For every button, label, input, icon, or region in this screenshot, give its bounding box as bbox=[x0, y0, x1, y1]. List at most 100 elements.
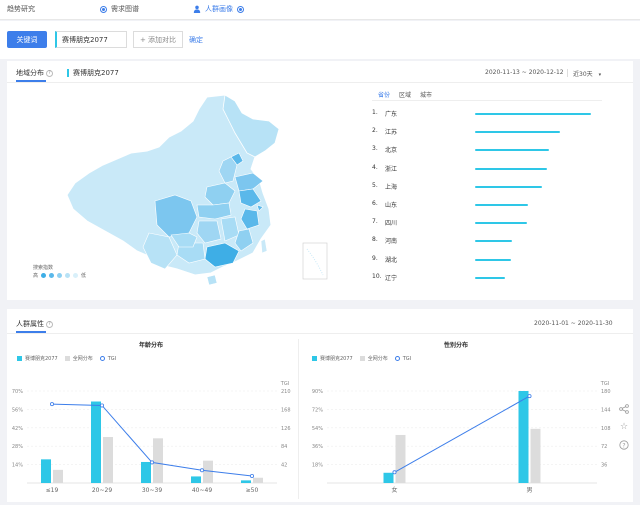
legend-label: 全网分布 bbox=[367, 356, 388, 362]
search-row: 关键词 赛博朋克2077 + 添加对比 确定 bbox=[0, 21, 640, 59]
bar-keyword bbox=[383, 472, 394, 483]
tab-demand-graph[interactable]: 需求图谱 bbox=[100, 4, 139, 14]
bar-all bbox=[103, 437, 113, 483]
rank-tab-region[interactable]: 区域 bbox=[399, 92, 412, 99]
y2-tick-label: 42 bbox=[281, 463, 287, 469]
y-tick-label: 42% bbox=[12, 426, 23, 432]
person-icon bbox=[193, 5, 201, 13]
keyword-button[interactable]: 关键词 bbox=[7, 31, 47, 48]
right-axis-label: TGI bbox=[280, 381, 289, 387]
help-circle-icon[interactable]: ? bbox=[618, 439, 630, 451]
map-jiangsu bbox=[238, 188, 262, 208]
bar-all bbox=[203, 460, 213, 483]
rank-row: 9. 湖北 bbox=[372, 254, 602, 264]
region-date-range[interactable]: 2020-11-13 ~ 2020-12-12 bbox=[485, 69, 564, 76]
map-yunnan bbox=[142, 232, 178, 270]
rank-tab-city[interactable]: 城市 bbox=[420, 92, 433, 99]
tab-underline bbox=[16, 331, 46, 333]
rank-row: 7. 四川 bbox=[372, 217, 602, 227]
rank-province-name: 河南 bbox=[385, 238, 398, 246]
rank-row: 5. 上海 bbox=[372, 181, 602, 191]
rank-province-name: 辽宁 bbox=[385, 274, 398, 282]
x-tick-label: ≥50 bbox=[246, 487, 259, 494]
bar-all bbox=[530, 428, 541, 483]
panel-divider bbox=[7, 82, 633, 83]
rank-row: 4. 浙江 bbox=[372, 163, 602, 173]
bar-keyword bbox=[141, 461, 151, 483]
rank-header-divider bbox=[372, 100, 602, 101]
x-tick-label: 20~29 bbox=[92, 487, 112, 494]
star-icon[interactable]: ☆ bbox=[619, 422, 629, 432]
bar-all bbox=[53, 469, 63, 483]
legend-swatch-keyword bbox=[17, 356, 22, 361]
map-zhejiang bbox=[240, 208, 260, 230]
rank-province-name: 广东 bbox=[385, 111, 398, 118]
bar-keyword bbox=[191, 476, 201, 483]
legend-swatch-all bbox=[64, 356, 70, 361]
demo-title-wrap: 人群属性? bbox=[16, 319, 53, 329]
y2-tick-label: 168 bbox=[281, 407, 291, 413]
y2-tick-label: 36 bbox=[601, 463, 607, 469]
region-panel: 地域分布? 赛博朋克2077 2020-11-13 ~ 2020-12-12 近… bbox=[7, 61, 633, 300]
region-title[interactable]: 地域分布 bbox=[16, 69, 44, 77]
legend-dot bbox=[65, 273, 71, 278]
keyword-input[interactable]: 赛博朋克2077 bbox=[55, 31, 127, 48]
china-map[interactable] bbox=[57, 91, 337, 291]
confirm-button[interactable]: 确定 bbox=[189, 36, 203, 44]
age-chart-title: 年龄分布 bbox=[139, 342, 164, 349]
demo-date-range[interactable]: 2020-11-01 ~ 2020-11-30 bbox=[534, 320, 613, 327]
bar-keyword bbox=[518, 391, 529, 483]
radio-icon bbox=[237, 5, 244, 13]
south-sea-inset bbox=[302, 242, 328, 280]
rank-number: 2. bbox=[372, 127, 378, 135]
rank-province-name: 湖北 bbox=[385, 256, 398, 264]
map-fujian bbox=[234, 228, 254, 252]
x-tick-label: 40~49 bbox=[192, 487, 212, 494]
map-taiwan bbox=[260, 238, 268, 254]
rank-bar bbox=[475, 113, 591, 115]
rank-bar bbox=[475, 204, 529, 206]
keyword-tag: 赛博朋克2077 bbox=[67, 68, 119, 78]
tgi-line bbox=[51, 403, 253, 477]
y-tick-label: 28% bbox=[12, 444, 23, 450]
rank-province-name: 四川 bbox=[385, 220, 398, 228]
tgi-point bbox=[149, 460, 154, 465]
tgi-point bbox=[249, 473, 254, 478]
y2-tick-label: 210 bbox=[281, 389, 291, 395]
legend-label: TGI bbox=[107, 355, 117, 362]
x-tick-label: ≤19 bbox=[46, 487, 59, 494]
rank-number: 1. bbox=[372, 109, 378, 116]
map-legend: 高 低 bbox=[33, 272, 86, 279]
tab-trend-research[interactable]: 趋势研究 bbox=[7, 4, 35, 14]
help-icon[interactable]: ? bbox=[46, 320, 53, 328]
add-compare-button[interactable]: + 添加对比 bbox=[133, 31, 183, 48]
legend-ring-tgi bbox=[394, 356, 400, 361]
legend-dot bbox=[41, 273, 47, 278]
y-tick-label: 36% bbox=[312, 444, 323, 450]
rank-number: 5. bbox=[372, 181, 378, 189]
y-tick-label: 54% bbox=[312, 426, 323, 432]
rank-bar bbox=[475, 240, 513, 243]
legend-swatch-keyword bbox=[312, 356, 317, 361]
tgi-point bbox=[100, 403, 105, 408]
top-tab-bar: 趋势研究 需求图谱 人群画像 bbox=[0, 0, 640, 20]
share-icon[interactable] bbox=[618, 403, 630, 415]
period-label: 近30天 bbox=[573, 71, 593, 78]
rank-bar bbox=[475, 131, 560, 134]
demo-title[interactable]: 人群属性 bbox=[16, 320, 44, 328]
period-select[interactable]: 近30天 ▾ bbox=[573, 69, 601, 78]
help-icon[interactable]: ? bbox=[46, 69, 53, 77]
region-title-wrap: 地域分布? bbox=[16, 68, 53, 78]
bar-keyword bbox=[241, 480, 251, 483]
chart-divider bbox=[298, 339, 299, 499]
x-tick-label: 30~39 bbox=[142, 487, 162, 494]
tab-crowd-portrait[interactable]: 人群画像 bbox=[193, 4, 244, 14]
gender-chart[interactable]: TGI 18% 36 36% 72 54% 108 72% 144 90% 180 女 男 bbox=[299, 381, 619, 501]
bar-all bbox=[153, 438, 163, 483]
legend-low: 低 bbox=[81, 273, 87, 279]
right-axis-label: TGI bbox=[600, 381, 609, 387]
rank-tab-province[interactable]: 省份 bbox=[378, 92, 391, 99]
age-chart[interactable]: TGI 14% 42 28% 84 42% 126 56% 168 70% 210 ≤19 20~29 3… bbox=[7, 381, 298, 501]
tgi-point bbox=[50, 402, 55, 407]
bar-all bbox=[253, 477, 263, 483]
